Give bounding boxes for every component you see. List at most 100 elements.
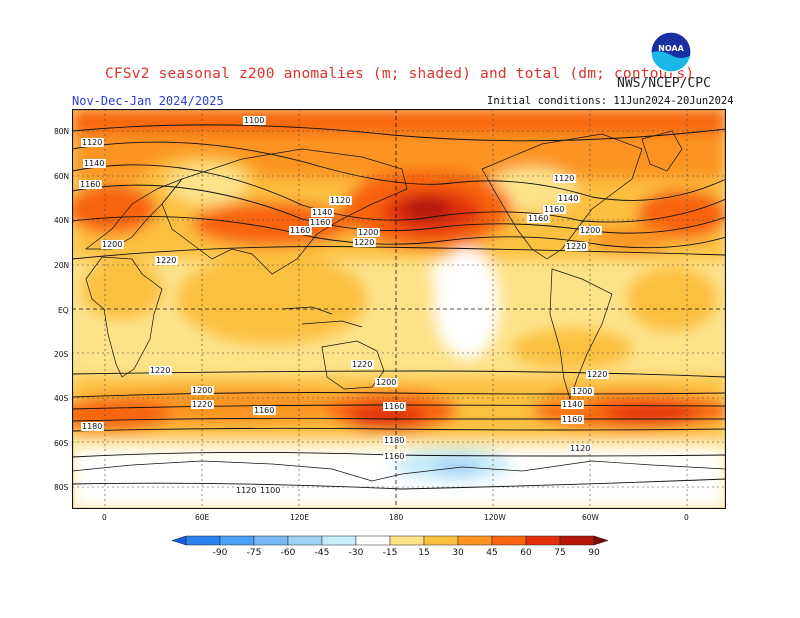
contour-label: 1140 (562, 400, 582, 409)
contour-label-bg (579, 226, 602, 235)
contour-label: 1120 (236, 486, 256, 495)
lat-label: 20N (54, 261, 70, 270)
legend-swatch (321, 535, 357, 546)
lat-label: 20S (54, 350, 69, 359)
contour-label: 1100 (260, 486, 280, 495)
contour-label-bg (383, 402, 406, 411)
legend-tick-label: 30 (452, 548, 464, 558)
contour-label-bg (253, 406, 276, 415)
initial-conditions: Initial conditions: 11Jun2024-20Jun2024 (487, 95, 734, 107)
contour-label-bg (383, 452, 406, 461)
lon-label: 120W (484, 513, 506, 522)
contour-label-bg (375, 378, 398, 387)
contour-label: 1200 (358, 228, 378, 237)
contour-label-bg (586, 370, 609, 379)
noaa-logo-icon: NOAA (650, 31, 692, 73)
contour-label: 1140 (84, 159, 104, 168)
map-frame (72, 109, 726, 509)
legend-swatch (423, 535, 459, 546)
contour-label: 1100 (244, 116, 264, 125)
legend-tick-label: -45 (315, 548, 330, 558)
contour-label: 1160 (528, 214, 548, 223)
legend-swatch (355, 535, 391, 546)
contour-label-bg (383, 436, 406, 445)
contour-label-bg (329, 196, 352, 205)
lat-label: 40N (54, 216, 70, 225)
contour-label-bg (351, 360, 374, 369)
contour-label: 1160 (562, 415, 582, 424)
contour-label-bg (527, 214, 550, 223)
contour-label-bg (155, 256, 178, 265)
contour-label-bg (561, 400, 584, 409)
contour-label: 1200 (102, 240, 122, 249)
contour-label-bg (101, 240, 124, 249)
legend-tick-label: -75 (247, 548, 262, 558)
contour-label-bg (311, 208, 334, 217)
legend-tick-label: 75 (554, 548, 565, 558)
contour-label-bg (81, 422, 104, 431)
svg-text:NOAA: NOAA (658, 44, 684, 53)
contour-label: 1180 (82, 422, 102, 431)
lon-label: 0 (684, 513, 689, 522)
anomaly-shading (72, 109, 726, 509)
contour-label-bg (81, 138, 104, 147)
contour-label: 1160 (384, 402, 404, 411)
contour-label: 1200 (376, 378, 396, 387)
lat-label: EQ (58, 306, 69, 315)
contour-label-bg (569, 444, 592, 453)
contour-label: 1220 (352, 360, 372, 369)
legend-tick-label: -60 (281, 548, 296, 558)
contour-label: 1160 (254, 406, 274, 415)
contour-label: 1140 (558, 194, 578, 203)
contour-label-bg (235, 486, 258, 495)
contour-label: 1220 (156, 256, 176, 265)
contour-label: 1220 (566, 242, 586, 251)
legend-swatch (389, 535, 425, 546)
contour-label: 1160 (310, 218, 330, 227)
contour-label-bg (357, 228, 380, 237)
equator-dateline (72, 109, 726, 509)
contour-label-bg (243, 116, 266, 125)
contour-label: 1200 (580, 226, 600, 235)
legend-swatch (525, 535, 561, 546)
legend-arrow-left (171, 535, 187, 546)
legend-swatch (287, 535, 323, 546)
contour-label: 1160 (290, 226, 310, 235)
legend-swatch (457, 535, 493, 546)
lat-label: 60S (54, 439, 69, 448)
contour-label-bg (191, 400, 214, 409)
contour-label-bg (79, 180, 102, 189)
contour-label-bg (259, 486, 282, 495)
contour-label-bg (289, 226, 312, 235)
legend-tick-label: 45 (486, 548, 497, 558)
legend-swatch (219, 535, 255, 546)
contour-label-bg (557, 194, 580, 203)
contour-label: 1200 (192, 386, 212, 395)
contour-label-bg (83, 159, 106, 168)
contour-label: 1200 (572, 387, 592, 396)
legend-tick-label: 15 (418, 548, 429, 558)
contour-label: 1220 (587, 370, 607, 379)
lon-label: 120E (290, 513, 310, 522)
lat-label: 60N (54, 172, 70, 181)
legend-swatch (491, 535, 527, 546)
contour-label: 1120 (330, 196, 350, 205)
contour-label-bg (543, 205, 566, 214)
height-contours (72, 124, 726, 490)
lon-label: 60E (195, 513, 210, 522)
color-legend: -90 -75 -60 -45 -30 -15 15 30 45 60 75 90 (171, 535, 609, 558)
contour-label-bg (561, 415, 584, 424)
contour-label: 1120 (82, 138, 102, 147)
legend-tick-label: 60 (520, 548, 532, 558)
lat-label: 80N (54, 127, 70, 136)
contour-label: 1120 (570, 444, 590, 453)
lon-label: 0 (102, 513, 107, 522)
contour-label: 1120 (554, 174, 574, 183)
forecast-period: Nov-Dec-Jan 2024/2025 (72, 94, 224, 108)
contour-label: 1140 (312, 208, 332, 217)
legend-swatch (185, 535, 221, 546)
contour-label: 1220 (150, 366, 170, 375)
coastlines (72, 130, 726, 482)
